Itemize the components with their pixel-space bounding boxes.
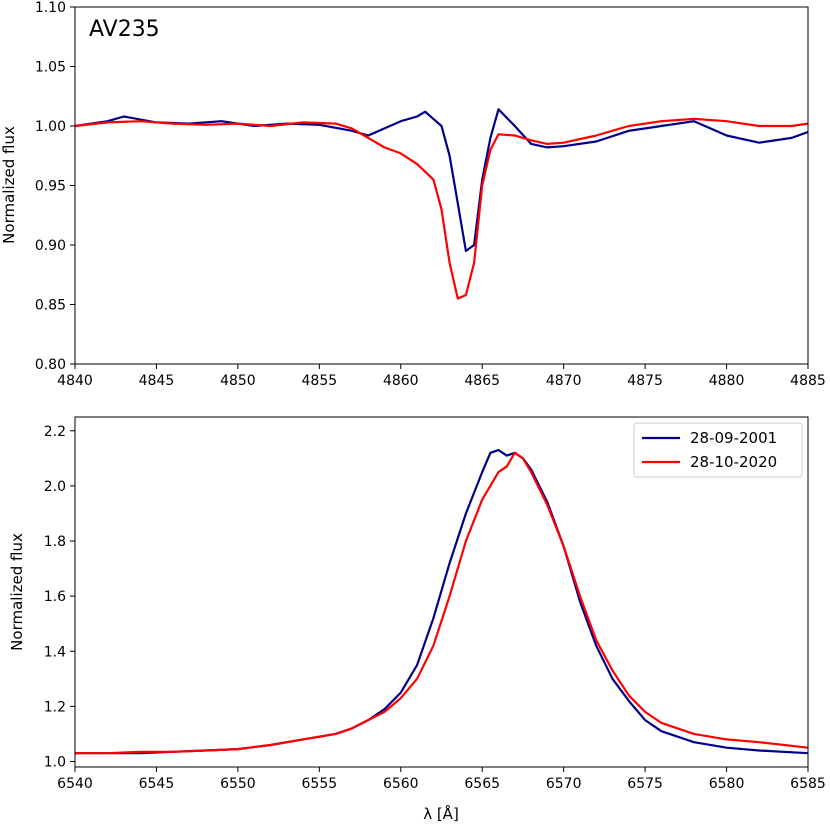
- top-x-tick-label: 4840: [57, 373, 93, 389]
- top-y-tick-label: 1.00: [35, 119, 66, 135]
- bottom-x-tick-label: 6585: [790, 776, 826, 792]
- top-panel: 4840 4845 4850 4855 4860 4865 4870 4875 4880 4885…: [0, 0, 826, 389]
- top-y-tick-label: 1.10: [35, 0, 66, 16]
- bottom-x-ticks: 6540 6545 6550 6555 6560 6565 6570 6575 6580 6585: [57, 767, 826, 792]
- top-y-tick-label: 0.80: [35, 357, 66, 373]
- top-y-tick-label: 0.85: [35, 298, 66, 314]
- bottom-y-tick-label: 1.6: [44, 589, 66, 605]
- top-x-tick-label: 4845: [139, 373, 175, 389]
- top-series-line-0: [74, 108, 809, 253]
- top-x-tick-label: 4875: [627, 373, 663, 389]
- top-y-ticks: 0.80 0.85 0.90 0.95 1.00 1.05 1.10: [35, 0, 75, 373]
- top-axes-frame: [74, 6, 809, 365]
- bottom-x-axis-label: λ [Å]: [423, 804, 459, 823]
- star-id-annotation: AV235: [89, 17, 160, 42]
- top-series-line-1: [74, 117, 809, 300]
- bottom-series-group: [75, 449, 809, 755]
- bottom-x-tick-label: 6560: [383, 776, 419, 792]
- bottom-y-tick-label: 1.4: [44, 644, 66, 660]
- bottom-y-tick-label: 2.0: [44, 479, 66, 495]
- top-x-tick-label: 4850: [220, 373, 256, 389]
- bottom-series-line-1: [75, 451, 809, 755]
- top-x-tick-label: 4885: [790, 373, 826, 389]
- bottom-x-tick-label: 6550: [220, 776, 256, 792]
- bottom-x-tick-label: 6575: [627, 776, 663, 792]
- top-y-axis-label: Normalized flux: [0, 126, 18, 244]
- legend-label-28-10-2020: 28-10-2020: [690, 453, 777, 471]
- top-y-tick-label: 0.90: [35, 238, 66, 254]
- bottom-y-ticks: 1.0 1.2 1.4 1.6 1.8 2.0 2.2: [44, 424, 75, 770]
- bottom-x-tick-label: 6570: [546, 776, 582, 792]
- bottom-y-tick-label: 1.2: [44, 699, 66, 715]
- bottom-y-tick-label: 1.0: [44, 754, 66, 770]
- top-series-group: [74, 108, 809, 300]
- bottom-x-tick-label: 6545: [139, 776, 175, 792]
- bottom-x-tick-label: 6565: [464, 776, 500, 792]
- bottom-x-tick-label: 6540: [57, 776, 93, 792]
- bottom-x-tick-label: 6555: [302, 776, 338, 792]
- bottom-panel: 6540 6545 6550 6555 6560 6565 6570 6575 6580 6585…: [8, 416, 826, 823]
- legend-box: [633, 422, 803, 478]
- legend-label-28-09-2001: 28-09-2001: [690, 429, 777, 447]
- bottom-axes-frame: [74, 416, 809, 768]
- bottom-series-line-0: [75, 449, 809, 755]
- top-y-tick-label: 1.05: [35, 60, 66, 76]
- bottom-y-tick-label: 2.2: [44, 424, 66, 440]
- top-y-tick-label: 0.95: [35, 179, 66, 195]
- bottom-x-tick-label: 6580: [709, 776, 745, 792]
- legend: 28-09-2001 28-10-2020: [633, 422, 803, 478]
- top-x-tick-label: 4860: [383, 373, 419, 389]
- top-x-ticks: 4840 4845 4850 4855 4860 4865 4870 4875 4880 4885: [57, 364, 826, 389]
- bottom-y-tick-label: 1.8: [44, 534, 66, 550]
- bottom-y-axis-label: Normalized flux: [8, 533, 26, 651]
- top-x-tick-label: 4865: [464, 373, 500, 389]
- top-x-tick-label: 4880: [709, 373, 745, 389]
- top-x-tick-label: 4870: [546, 373, 582, 389]
- top-x-tick-label: 4855: [302, 373, 338, 389]
